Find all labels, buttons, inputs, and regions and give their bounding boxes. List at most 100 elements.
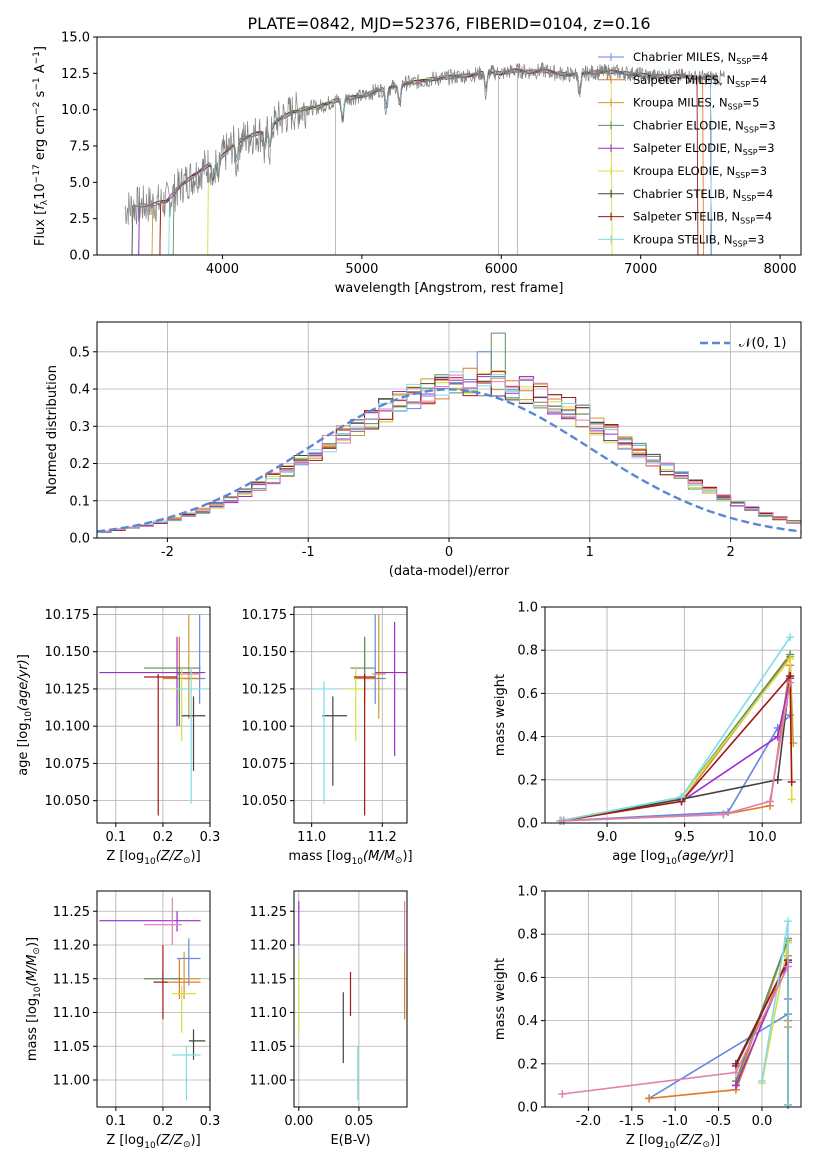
- x-tick-label: 9.5: [674, 830, 695, 845]
- legend-label: Kroupa MILES, NSSP=5: [633, 96, 759, 112]
- normal-reference-curve: [97, 388, 801, 533]
- x-axis-label: age [log10(age/yr)]: [612, 849, 734, 867]
- x-tick-label: 10.0: [748, 830, 777, 845]
- legend-label: Salpeter STELIB, NSSP=4: [633, 210, 772, 226]
- x-tick-label: 11.0: [297, 830, 326, 845]
- legend-label: Salpeter MILES, NSSP=4: [633, 73, 767, 89]
- x-axis-label: Z [log10(Z/Z⊙)]: [626, 1133, 720, 1151]
- y-tick-label: 0.2: [69, 457, 90, 472]
- y-axis-label: mass weight: [493, 958, 508, 1040]
- spectrum-plot: [124, 61, 725, 255]
- x-tick-label: 0: [445, 545, 453, 560]
- axes-frame: [293, 606, 408, 824]
- x-tick-label: 0.0: [752, 1114, 773, 1129]
- mass-vs-metallicity-panel: 0.1 0.2 0.3 11.00 11.05 11.10 11.15 11.20 11.25 Z…: [25, 890, 221, 1151]
- x-tick-label: 0.00: [284, 1114, 313, 1129]
- x-tick-label: 0.3: [200, 1114, 221, 1129]
- errorbar-plot: [298, 901, 406, 1101]
- x-tick-label: 11.2: [368, 830, 397, 845]
- x-tick-label: 5000: [345, 262, 378, 277]
- mass-weight-line: [560, 676, 791, 822]
- y-axis-label: mass weight: [493, 674, 508, 756]
- y-tick-label: 1.0: [517, 601, 538, 616]
- y-tick-label: 10.100: [45, 720, 91, 735]
- y-tick-label: 10.175: [242, 608, 288, 623]
- axes-frame: [544, 606, 802, 824]
- x-tick-label: 0.1: [105, 1114, 126, 1129]
- y-tick-label: 0.4: [517, 730, 538, 745]
- y-tick-label: 0.0: [517, 817, 538, 832]
- y-tick-label: 10.050: [45, 794, 91, 809]
- y-tick-label: 10.0: [61, 103, 90, 118]
- mass-weight-plot: [556, 633, 798, 825]
- y-axis-label: age [log10(age/yr)]: [16, 654, 34, 776]
- x-tick-label: 8000: [764, 262, 797, 277]
- y-tick-label: 11.05: [250, 1040, 287, 1055]
- errorbar-plot: [311, 614, 407, 816]
- errorbar-plot: [99, 614, 206, 816]
- y-tick-label: 2.5: [69, 212, 90, 227]
- y-tick-label: 0.2: [517, 1057, 538, 1072]
- legend-label: Salpeter ELODIE, NSSP=3: [633, 141, 775, 157]
- y-tick-label: 11.20: [53, 939, 90, 954]
- legend-label: Chabrier STELIB, NSSP=4: [633, 187, 773, 203]
- x-tick-label: 2: [726, 545, 734, 560]
- y-axis-label: Normed distribution: [45, 365, 60, 495]
- axes-frame: [96, 890, 211, 1108]
- axes-frame: [96, 606, 211, 824]
- y-tick-label: 0.1: [69, 494, 90, 509]
- y-tick-label: 11.20: [250, 939, 287, 954]
- y-tick-label: 7.5: [69, 140, 90, 155]
- errorbar-plot: [99, 897, 206, 1101]
- legend-label: Kroupa STELIB, NSSP=3: [633, 232, 764, 248]
- x-axis-label: Z [log10(Z/Z⊙)]: [106, 849, 200, 867]
- y-tick-label: 0.0: [69, 249, 90, 264]
- y-tick-label: 1.0: [517, 885, 538, 900]
- mass-weight-line: [560, 654, 791, 822]
- y-tick-label: 0.3: [69, 420, 90, 435]
- x-tick-label: -0.5: [706, 1114, 731, 1129]
- mass-weight-line: [560, 636, 791, 822]
- x-axis-label: Z [log10(Z/Z⊙)]: [106, 1133, 200, 1151]
- model-spectrum-line: [168, 68, 712, 255]
- y-tick-label: 0.6: [517, 687, 538, 702]
- x-tick-label: 6000: [485, 262, 518, 277]
- x-tick-label: 7000: [624, 262, 657, 277]
- x-tick-label: -1.0: [662, 1114, 687, 1129]
- y-tick-label: 15.0: [61, 31, 90, 46]
- y-tick-label: 11.10: [53, 1006, 90, 1021]
- y-tick-label: 10.125: [45, 682, 91, 697]
- mass-weight-plot: [558, 917, 792, 1109]
- y-axis-label: mass [log10(M/M⊙)]: [25, 937, 43, 1061]
- y-tick-label: 11.15: [250, 972, 287, 987]
- x-tick-label: -1.5: [619, 1114, 644, 1129]
- y-tick-label: 10.075: [45, 757, 91, 772]
- y-tick-label: 0.2: [517, 773, 538, 788]
- age-vs-metallicity-panel: 0.1 0.2 0.3 10.050 10.075 10.100 10.125 10.150 1…: [16, 606, 220, 867]
- y-tick-label: 10.150: [242, 645, 288, 660]
- y-tick-label: 0.4: [69, 383, 90, 398]
- axes-frame: [293, 890, 408, 1108]
- y-tick-label: 0.0: [69, 532, 90, 547]
- legend-label: Chabrier MILES, NSSP=4: [633, 50, 768, 66]
- y-tick-label: 5.0: [69, 176, 90, 191]
- y-tick-label: 0.0: [517, 1101, 538, 1116]
- mass-weight-vs-age-panel: 9.0 9.5 10.0 0.0 0.2 0.4 0.6 0.8 1.0 mass weight a…: [493, 601, 802, 867]
- mass-weight-line: [563, 682, 791, 822]
- y-tick-label: 11.25: [53, 905, 90, 920]
- x-tick-label: 9.0: [597, 830, 618, 845]
- legend-label: 𝒩(0, 1): [739, 336, 786, 351]
- y-tick-label: 0.4: [517, 1014, 538, 1029]
- mass-weight-line: [560, 673, 793, 822]
- mass-weight-vs-metallicity-panel: -2.0 -1.5 -1.0 -0.5 0.0 0.0 0.2 0.4 0.6 0.8 1.0 mas…: [493, 885, 802, 1151]
- x-tick-label: 1: [586, 545, 594, 560]
- y-tick-label: 10.175: [45, 608, 91, 623]
- y-tick-label: 11.00: [53, 1074, 90, 1089]
- x-tick-label: -2.0: [576, 1114, 601, 1129]
- y-axis-label: Flux [fλ10−17 erg cm−2 s−1 A−1]: [32, 46, 50, 246]
- x-tick-label: -1: [302, 545, 315, 560]
- model-spectrum-line: [131, 68, 712, 255]
- x-tick-label: 0.2: [153, 1114, 174, 1129]
- y-tick-label: 10.075: [242, 757, 288, 772]
- mass-weight-line: [563, 654, 794, 822]
